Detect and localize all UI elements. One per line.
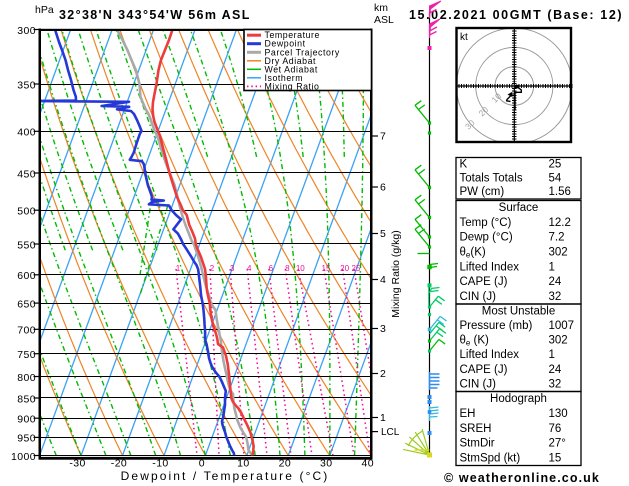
svg-text:Mixing Ratio (g/kg): Mixing Ratio (g/kg) bbox=[390, 230, 402, 318]
svg-text:20: 20 bbox=[340, 264, 349, 273]
svg-text:StmDir: StmDir bbox=[460, 438, 495, 450]
svg-text:76: 76 bbox=[549, 423, 562, 435]
svg-text:12.2: 12.2 bbox=[549, 217, 571, 229]
svg-text:2: 2 bbox=[210, 264, 215, 273]
svg-text:350: 350 bbox=[17, 79, 36, 91]
svg-text:2: 2 bbox=[380, 368, 386, 380]
svg-text:750: 750 bbox=[17, 349, 36, 361]
svg-text:Temp (°C): Temp (°C) bbox=[460, 217, 512, 229]
svg-text:40: 40 bbox=[362, 458, 374, 470]
svg-text:Dewp (°C): Dewp (°C) bbox=[460, 232, 513, 244]
svg-text:-10: -10 bbox=[152, 458, 168, 470]
svg-text:800: 800 bbox=[17, 372, 36, 384]
svg-text:850: 850 bbox=[17, 393, 36, 405]
svg-text:950: 950 bbox=[17, 433, 36, 445]
svg-text:130: 130 bbox=[549, 408, 568, 420]
svg-text:302: 302 bbox=[549, 247, 568, 259]
svg-text:hPa: hPa bbox=[35, 4, 54, 16]
svg-text:K: K bbox=[460, 159, 468, 171]
svg-text:24: 24 bbox=[549, 364, 562, 376]
svg-text:Pressure (mb): Pressure (mb) bbox=[460, 320, 533, 332]
svg-text:15: 15 bbox=[549, 452, 562, 464]
svg-text:32: 32 bbox=[549, 378, 562, 390]
svg-text:4: 4 bbox=[380, 274, 386, 286]
svg-text:Totals Totals: Totals Totals bbox=[460, 172, 523, 184]
svg-text:24: 24 bbox=[549, 276, 562, 288]
svg-text:CIN (J): CIN (J) bbox=[460, 291, 497, 303]
svg-text:CAPE (J): CAPE (J) bbox=[460, 364, 508, 376]
svg-text:Surface: Surface bbox=[499, 202, 539, 214]
svg-text:15.02.2021 00GMT (Base: 12): 15.02.2021 00GMT (Base: 12) bbox=[409, 8, 623, 22]
svg-text:10: 10 bbox=[296, 264, 305, 273]
svg-text:Wet Adiabat: Wet Adiabat bbox=[265, 64, 318, 74]
svg-text:15: 15 bbox=[322, 264, 331, 273]
svg-text:54: 54 bbox=[549, 172, 562, 184]
svg-text:1: 1 bbox=[549, 261, 555, 273]
svg-text:LCL: LCL bbox=[381, 427, 400, 438]
svg-text:1.56: 1.56 bbox=[549, 186, 571, 198]
svg-text:kt: kt bbox=[460, 32, 468, 43]
svg-text:SREH: SREH bbox=[460, 423, 492, 435]
svg-text:Lifted Index: Lifted Index bbox=[460, 261, 520, 273]
svg-text:25: 25 bbox=[549, 159, 562, 171]
svg-text:CAPE (J): CAPE (J) bbox=[460, 276, 508, 288]
svg-text:-20: -20 bbox=[111, 458, 127, 470]
svg-text:6: 6 bbox=[380, 182, 386, 194]
svg-text:7.2: 7.2 bbox=[549, 232, 565, 244]
svg-text:© weatheronline.co.uk: © weatheronline.co.uk bbox=[444, 471, 600, 485]
svg-text:4: 4 bbox=[247, 264, 252, 273]
svg-text:900: 900 bbox=[17, 414, 36, 426]
svg-text:Hodograph: Hodograph bbox=[490, 393, 547, 405]
svg-text:θe(K): θe(K) bbox=[460, 247, 486, 260]
svg-text:0: 0 bbox=[199, 458, 205, 470]
svg-text:32°38'N 343°54'W 56m ASL: 32°38'N 343°54'W 56m ASL bbox=[59, 8, 251, 22]
svg-text:Lifted Index: Lifted Index bbox=[460, 349, 520, 361]
svg-text:400: 400 bbox=[17, 127, 36, 139]
svg-text:700: 700 bbox=[17, 325, 36, 337]
svg-text:1: 1 bbox=[549, 349, 555, 361]
svg-text:θe (K): θe (K) bbox=[460, 335, 490, 348]
svg-text:Dry Adiabat: Dry Adiabat bbox=[265, 56, 317, 66]
svg-text:PW (cm): PW (cm) bbox=[460, 186, 505, 198]
svg-text:Temperature: Temperature bbox=[265, 30, 320, 40]
svg-text:32: 32 bbox=[549, 291, 562, 303]
svg-text:StmSpd (kt): StmSpd (kt) bbox=[460, 452, 521, 464]
svg-text:550: 550 bbox=[17, 239, 36, 251]
svg-text:27°: 27° bbox=[549, 438, 566, 450]
svg-text:30: 30 bbox=[320, 458, 332, 470]
svg-text:Parcel Trajectory: Parcel Trajectory bbox=[265, 47, 340, 57]
svg-text:8: 8 bbox=[285, 264, 290, 273]
svg-text:302: 302 bbox=[549, 335, 568, 347]
svg-text:1007: 1007 bbox=[549, 320, 575, 332]
svg-text:450: 450 bbox=[17, 168, 36, 180]
svg-text:Dewpoint: Dewpoint bbox=[265, 39, 306, 49]
svg-text:1000: 1000 bbox=[11, 451, 36, 463]
svg-text:300: 300 bbox=[17, 25, 36, 37]
svg-text:10: 10 bbox=[237, 458, 249, 470]
svg-text:km: km bbox=[374, 2, 388, 14]
svg-text:ASL: ASL bbox=[374, 14, 394, 26]
svg-text:1: 1 bbox=[176, 264, 181, 273]
svg-text:Mixing Ratio: Mixing Ratio bbox=[265, 81, 320, 91]
svg-text:6: 6 bbox=[269, 264, 274, 273]
svg-text:600: 600 bbox=[17, 270, 36, 282]
svg-text:Dewpoint / Temperature (°C): Dewpoint / Temperature (°C) bbox=[121, 469, 330, 483]
svg-text:CIN (J): CIN (J) bbox=[460, 378, 497, 390]
svg-text:1: 1 bbox=[380, 412, 386, 424]
svg-text:Most Unstable: Most Unstable bbox=[482, 306, 556, 318]
svg-text:Isotherm: Isotherm bbox=[265, 73, 304, 83]
svg-text:EH: EH bbox=[460, 408, 476, 420]
svg-text:650: 650 bbox=[17, 298, 36, 310]
svg-text:3: 3 bbox=[230, 264, 235, 273]
svg-text:7: 7 bbox=[380, 131, 386, 143]
svg-text:5: 5 bbox=[380, 228, 386, 240]
svg-text:25: 25 bbox=[352, 264, 361, 273]
svg-text:-30: -30 bbox=[69, 458, 85, 470]
svg-text:20: 20 bbox=[279, 458, 291, 470]
svg-text:3: 3 bbox=[380, 323, 386, 335]
svg-text:500: 500 bbox=[17, 206, 36, 218]
